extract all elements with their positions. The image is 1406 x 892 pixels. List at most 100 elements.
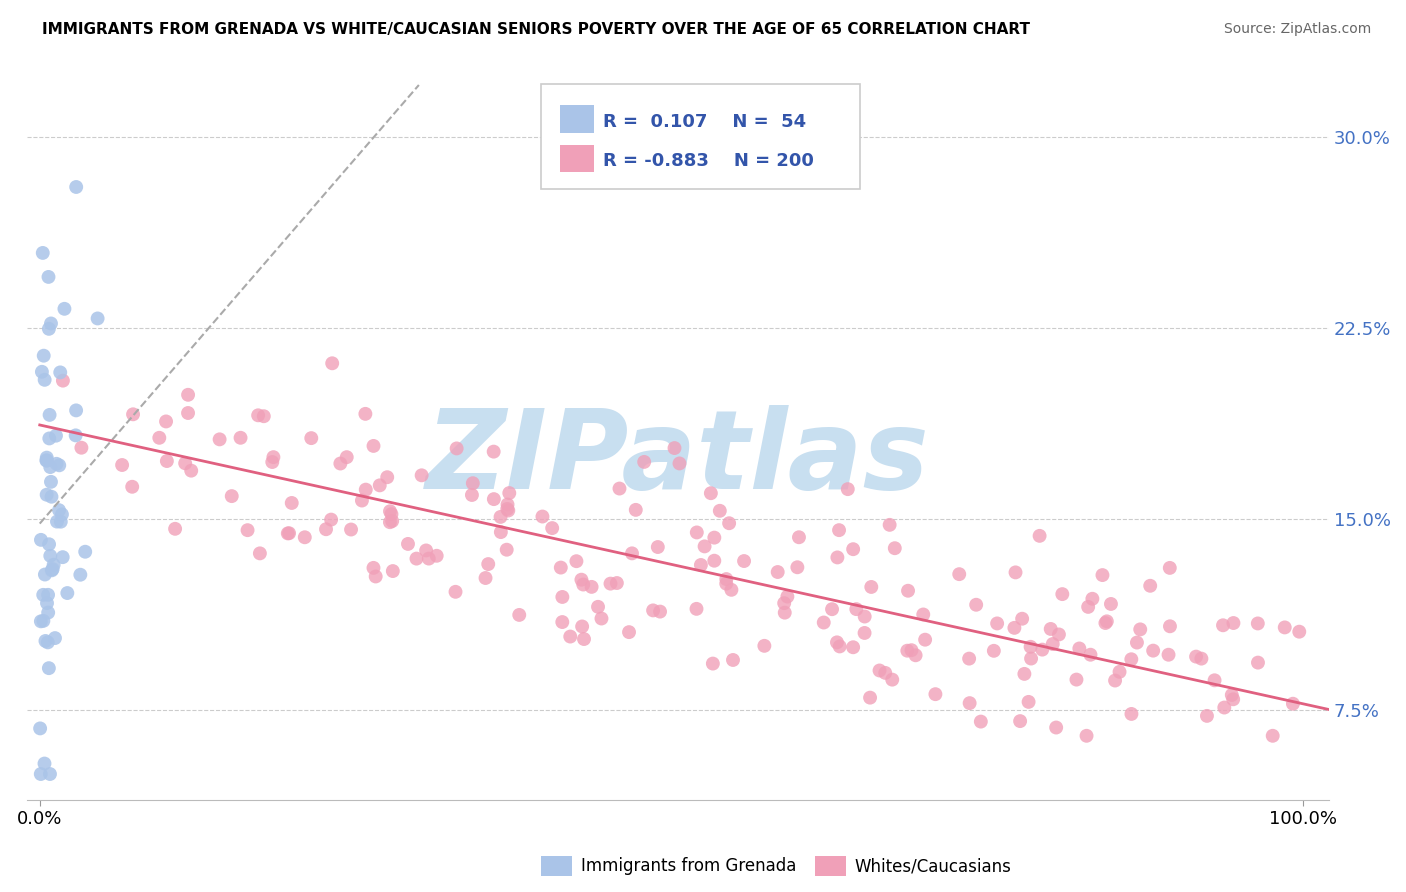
- Point: [35, 453, 58, 467]
- Point: [49, 365, 72, 379]
- Point: [482, 444, 505, 458]
- Point: [30, 722, 52, 736]
- Point: [1080, 648, 1102, 662]
- Point: [177, 388, 200, 402]
- Point: [693, 540, 716, 554]
- Point: [648, 605, 671, 619]
- Point: [551, 615, 574, 629]
- Point: [733, 554, 755, 568]
- Point: [897, 583, 920, 598]
- Point: [1019, 640, 1042, 654]
- Point: [690, 558, 713, 572]
- Point: [299, 431, 322, 445]
- Point: [41, 562, 63, 576]
- Point: [721, 653, 744, 667]
- Point: [986, 616, 1008, 631]
- Point: [363, 439, 385, 453]
- Point: [572, 632, 595, 646]
- Point: [41, 563, 63, 577]
- Point: [489, 525, 512, 540]
- Point: [1213, 700, 1236, 714]
- Point: [586, 599, 609, 614]
- Point: [221, 489, 243, 503]
- Point: [39, 317, 62, 331]
- Point: [321, 513, 343, 527]
- Point: [52, 374, 75, 388]
- Point: [1129, 623, 1152, 637]
- Point: [821, 602, 844, 616]
- Point: [1095, 615, 1118, 629]
- Point: [869, 664, 891, 678]
- Point: [1091, 568, 1114, 582]
- Point: [1042, 637, 1064, 651]
- Point: [461, 488, 484, 502]
- Point: [508, 607, 530, 622]
- Point: [111, 458, 134, 472]
- Point: [845, 602, 868, 616]
- Point: [496, 498, 519, 512]
- Point: [948, 567, 970, 582]
- Point: [49, 515, 72, 529]
- Point: [853, 626, 876, 640]
- Point: [405, 551, 427, 566]
- Point: [477, 557, 499, 571]
- Text: R =  0.107    N =  54: R = 0.107 N = 54: [603, 113, 806, 131]
- Point: [1195, 709, 1218, 723]
- Point: [415, 543, 437, 558]
- Point: [45, 428, 67, 442]
- Point: [70, 441, 93, 455]
- Point: [1159, 561, 1181, 575]
- Point: [46, 515, 69, 529]
- Point: [914, 632, 936, 647]
- Point: [37, 269, 59, 284]
- Point: [551, 590, 574, 604]
- Point: [1045, 721, 1067, 735]
- Point: [842, 542, 865, 557]
- Point: [354, 483, 377, 497]
- Point: [1139, 579, 1161, 593]
- Point: [380, 507, 402, 521]
- Point: [827, 550, 849, 565]
- Point: [35, 450, 58, 465]
- Point: [65, 428, 87, 442]
- Point: [912, 607, 935, 622]
- Point: [375, 470, 398, 484]
- Point: [52, 550, 75, 565]
- Point: [685, 602, 707, 616]
- Point: [1121, 706, 1143, 721]
- Point: [461, 476, 484, 491]
- Point: [624, 503, 647, 517]
- Point: [32, 349, 55, 363]
- Point: [1247, 616, 1270, 631]
- Point: [1126, 635, 1149, 649]
- Point: [35, 488, 58, 502]
- Point: [1081, 591, 1104, 606]
- Point: [41, 490, 63, 504]
- Point: [165, 522, 187, 536]
- Point: [1028, 529, 1050, 543]
- Point: [709, 504, 731, 518]
- Point: [647, 540, 669, 554]
- Point: [1274, 620, 1296, 634]
- Point: [700, 486, 723, 500]
- Point: [34, 756, 56, 771]
- Point: [825, 635, 848, 649]
- Point: [859, 690, 882, 705]
- Text: Whites/Caucasians: Whites/Caucasians: [855, 857, 1012, 875]
- Point: [381, 564, 404, 578]
- Point: [350, 493, 373, 508]
- FancyBboxPatch shape: [560, 145, 593, 172]
- Point: [51, 508, 73, 522]
- Point: [155, 414, 177, 428]
- Point: [249, 546, 271, 560]
- Point: [37, 635, 59, 649]
- Point: [34, 373, 56, 387]
- Point: [1204, 673, 1226, 688]
- Point: [31, 246, 53, 260]
- Point: [495, 542, 517, 557]
- Point: [664, 441, 686, 455]
- Point: [444, 584, 467, 599]
- Point: [718, 516, 741, 531]
- Point: [1222, 615, 1244, 630]
- Point: [38, 432, 60, 446]
